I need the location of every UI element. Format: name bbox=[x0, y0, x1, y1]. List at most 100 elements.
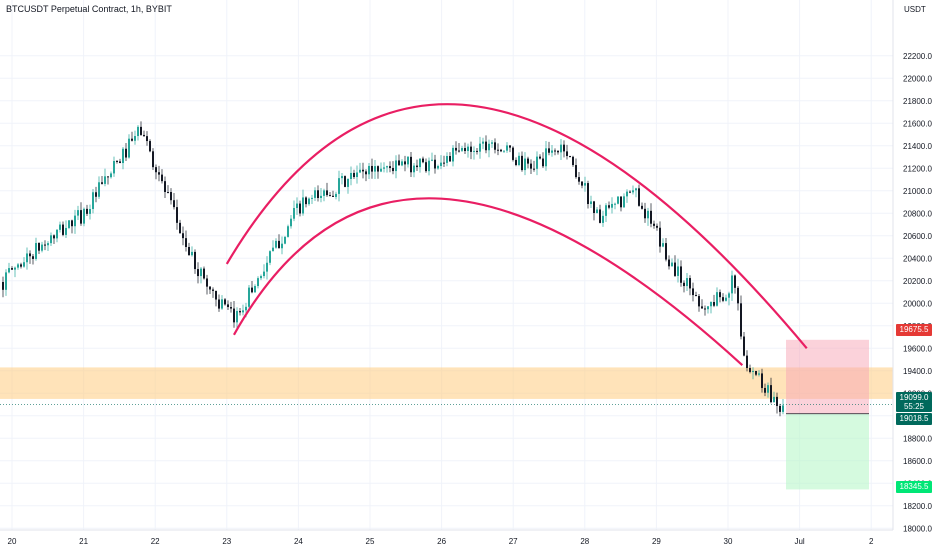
candle bbox=[182, 226, 184, 246]
candle bbox=[98, 176, 100, 199]
candle-body bbox=[44, 244, 46, 246]
candle bbox=[569, 155, 571, 158]
candle bbox=[620, 196, 622, 212]
candle-body bbox=[704, 308, 706, 310]
price-axis-tick: 18800.0 bbox=[903, 434, 932, 443]
candle-body bbox=[476, 150, 478, 152]
candle-body bbox=[311, 197, 313, 199]
candle bbox=[560, 138, 562, 161]
candle bbox=[428, 157, 430, 176]
candle-body bbox=[773, 396, 775, 403]
arc-upper bbox=[225, 103, 808, 350]
candle bbox=[743, 331, 745, 357]
candle-body bbox=[434, 159, 436, 169]
candle-body bbox=[725, 297, 727, 301]
candle bbox=[731, 270, 733, 301]
current-price-tag: 19099.0 55:25 bbox=[896, 392, 932, 412]
candle bbox=[155, 164, 157, 180]
candle-body bbox=[119, 161, 121, 164]
candle bbox=[578, 171, 580, 185]
candle bbox=[500, 148, 502, 153]
candle-body bbox=[731, 275, 733, 294]
candle bbox=[176, 199, 178, 230]
candle-body bbox=[185, 238, 187, 247]
candle bbox=[41, 241, 43, 253]
candle bbox=[296, 197, 298, 215]
candle-body bbox=[488, 143, 490, 151]
candle-body bbox=[257, 278, 259, 287]
candle-body bbox=[422, 158, 424, 163]
candle-body bbox=[404, 161, 406, 165]
candle-body bbox=[539, 156, 541, 159]
candle-body bbox=[350, 172, 352, 179]
candle-body bbox=[728, 293, 730, 298]
price-axis-tick: 19400.0 bbox=[903, 367, 932, 376]
price-axis-tick: 20000.0 bbox=[903, 299, 932, 308]
candle-body bbox=[56, 229, 58, 239]
candle-body bbox=[29, 253, 31, 257]
candle bbox=[377, 165, 379, 179]
candle bbox=[266, 256, 268, 280]
candle-body bbox=[182, 233, 184, 239]
candle bbox=[209, 285, 211, 295]
candle-body bbox=[101, 182, 103, 184]
candle-body bbox=[35, 242, 37, 259]
current-price-tag-bg bbox=[896, 392, 932, 412]
candle-body bbox=[11, 268, 13, 270]
candle-body bbox=[566, 151, 568, 156]
candle bbox=[128, 134, 130, 159]
candle-body bbox=[698, 296, 700, 307]
candle-body bbox=[683, 282, 685, 287]
candle-body bbox=[578, 177, 580, 182]
candle-body bbox=[362, 169, 364, 172]
candle-body bbox=[563, 144, 565, 152]
candle-body bbox=[512, 147, 514, 160]
candle-body bbox=[587, 183, 589, 205]
candle bbox=[38, 242, 40, 254]
candle bbox=[701, 299, 703, 309]
candle bbox=[734, 274, 736, 294]
candle-body bbox=[551, 150, 553, 153]
candle bbox=[71, 219, 73, 234]
candle-body bbox=[524, 158, 526, 171]
candle-body bbox=[320, 195, 322, 198]
candle bbox=[518, 152, 520, 167]
candle bbox=[317, 185, 319, 202]
candle bbox=[338, 170, 340, 202]
candle bbox=[443, 155, 445, 168]
candle bbox=[623, 193, 625, 208]
candle bbox=[773, 391, 775, 403]
candle-body bbox=[626, 191, 628, 197]
candle-body bbox=[41, 244, 43, 251]
candle bbox=[779, 403, 781, 417]
candle-body bbox=[14, 267, 16, 270]
candle bbox=[380, 162, 382, 173]
candle-body bbox=[590, 201, 592, 205]
time-axis-tick: 24 bbox=[294, 537, 303, 546]
candle-body bbox=[437, 165, 439, 169]
candle-body bbox=[26, 253, 28, 263]
candle bbox=[305, 196, 307, 208]
candle-body bbox=[62, 224, 64, 235]
candle bbox=[680, 260, 682, 287]
candle-body bbox=[605, 205, 607, 216]
candle bbox=[146, 131, 148, 146]
candle bbox=[230, 301, 232, 313]
candle-body bbox=[74, 215, 76, 227]
price-axis-unit: USDT bbox=[904, 5, 926, 14]
candle bbox=[107, 176, 109, 185]
candle bbox=[521, 151, 523, 172]
candle-body bbox=[593, 201, 595, 213]
candle bbox=[749, 364, 751, 374]
candle bbox=[482, 137, 484, 150]
candle bbox=[179, 219, 181, 234]
candle-body bbox=[530, 163, 532, 169]
candle-body bbox=[521, 155, 523, 171]
candle bbox=[173, 192, 175, 210]
candle-body bbox=[83, 208, 85, 224]
candle bbox=[116, 160, 118, 164]
candle-body bbox=[380, 168, 382, 172]
candle-body bbox=[497, 149, 499, 151]
candle bbox=[635, 187, 637, 198]
